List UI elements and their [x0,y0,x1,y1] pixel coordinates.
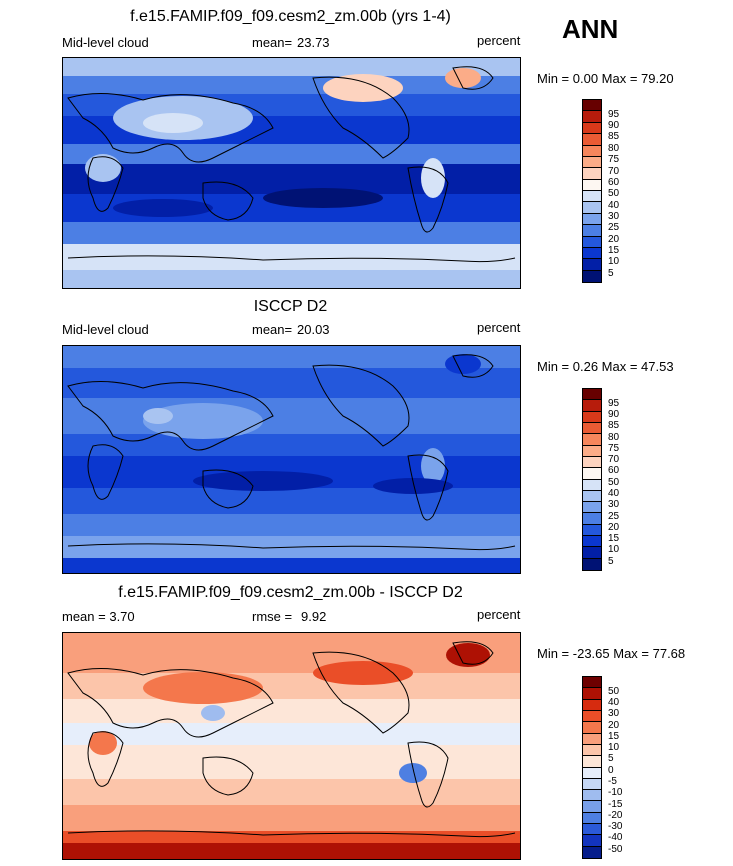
panel3-map [62,632,521,860]
panel3-cbar-label: 15 [608,731,620,742]
season-label: ANN [562,14,619,44]
panel2-cbar-label: 50 [608,477,620,488]
panel1-cbar-label: 85 [608,131,620,142]
panel1-cbar-label: 15 [608,245,620,256]
panel1-cbar-label: 95 [608,109,620,120]
panel2-colorbar [582,388,602,571]
panel3-cbar-label: -30 [608,821,623,832]
panel2-mean-label: mean= [252,322,293,337]
panel1-cbar-label: 50 [608,188,620,199]
panel2-title: ISCCP D2 [253,298,328,315]
panel3-cbar-label: -10 [608,787,623,798]
panel3-title: f.e15.FAMIP.f09_f09.cesm2_zm.00b - ISCCP… [118,584,463,601]
panel1-map [62,57,521,289]
panel2-minmax: Min = 0.26 Max = 47.53 [537,359,674,374]
panel2-cbar-label: 5 [608,556,614,567]
panel1-cbar-label: 70 [608,166,620,177]
panel1-cbar-label: 60 [608,177,620,188]
panel2-cbar-label: 85 [608,420,620,431]
panel2-cbar-label: 10 [608,544,620,555]
panel1-colorbar [582,99,602,283]
panel3-map-svg [63,633,520,859]
panel1-cbar-label: 75 [608,154,620,165]
panel3-rmse-label: rmse = [252,609,293,624]
panel2-cbar-label: 95 [608,398,620,409]
panel3-colorbar [582,676,602,859]
panel2-cbar-label: 60 [608,465,620,476]
panel2-map-svg [63,346,520,573]
panel1-mean-value: 23.73 [297,35,330,50]
panel2-cbar-label: 40 [608,488,620,499]
panel2-units: percent [477,320,521,335]
panel3-minmax: Min = -23.65 Max = 77.68 [537,646,686,661]
panel3-cbar-label: 50 [608,686,620,697]
panel3-cbar-label: -50 [608,844,623,855]
panel3-cbar-label: -5 [608,776,617,787]
panel2-mean-value: 20.03 [297,322,330,337]
panel3-cbar-label: 40 [608,697,620,708]
panel1-map-svg [63,58,520,288]
panel3-cbar-label: -20 [608,810,623,821]
panel1-cbar-label: 90 [608,120,620,131]
panel1-cbar-label: 20 [608,234,620,245]
panel2-cbar-label: 20 [608,522,620,533]
panel2-cbar-label: 15 [608,533,620,544]
panel3-cbar-label: 30 [608,708,620,719]
panel1-mean-label: mean= [252,35,293,50]
panel3-rmse-value: 9.92 [301,609,327,624]
panel2-cbar-label: 80 [608,432,620,443]
panel1-minmax: Min = 0.00 Max = 79.20 [537,71,674,86]
panel2-cbar-label: 30 [608,499,620,510]
panel3-cbar-label: 5 [608,753,614,764]
panel2-variable: Mid-level cloud [62,322,149,337]
panel3-cbar-label: 20 [608,720,620,731]
panel3-cbar-label: 0 [608,765,614,776]
panel3-mean: mean = 3.70 [62,609,135,624]
panel1-cbar-label: 40 [608,200,620,211]
panel1-cbar-label: 5 [608,268,614,279]
panel1-cbar-label: 10 [608,256,620,267]
panel2-cbar-label: 25 [608,511,620,522]
panel1-cbar-label: 80 [608,143,620,154]
panel1-cbar-label: 30 [608,211,620,222]
panel3-cbar-label: -40 [608,832,623,843]
panel1-units: percent [477,33,521,48]
panel3-cbar-label: 10 [608,742,620,753]
panel1-cbar-label: 25 [608,222,620,233]
panel3-units: percent [477,607,521,622]
panel2-cbar-label: 75 [608,443,620,454]
panel2-cbar-label: 70 [608,454,620,465]
panel3-cbar-label: -15 [608,799,623,810]
panel1-title: f.e15.FAMIP.f09_f09.cesm2_zm.00b (yrs 1-… [130,8,451,25]
panel1-variable: Mid-level cloud [62,35,149,50]
panel2-cbar-label: 90 [608,409,620,420]
panel2-map [62,345,521,574]
